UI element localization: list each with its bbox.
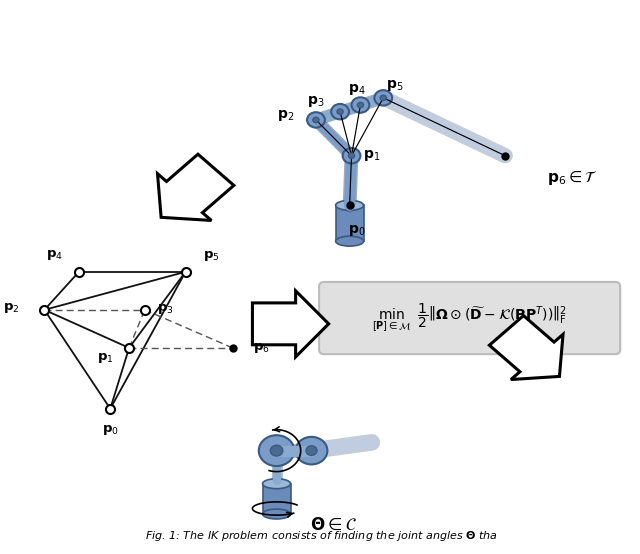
Text: $\underset{[\mathbf{P}]\in\mathcal{M}}{\min}$$\;\;\dfrac{1}{2}\left\|\boldsymbol: $\underset{[\mathbf{P}]\in\mathcal{M}}{\… [372,302,567,335]
Circle shape [351,98,369,112]
Polygon shape [490,316,563,379]
Circle shape [270,445,283,456]
Polygon shape [252,291,329,357]
Ellipse shape [262,509,291,519]
Polygon shape [335,206,364,241]
Circle shape [307,112,325,127]
Polygon shape [157,154,234,220]
Circle shape [348,153,355,158]
Text: $\mathbf{p}_{0}$: $\mathbf{p}_{0}$ [348,223,366,238]
Text: $\mathbf{p}_{2}$: $\mathbf{p}_{2}$ [3,301,20,315]
Circle shape [313,117,319,122]
Ellipse shape [335,201,364,211]
Text: $\boldsymbol{\Theta} \in \mathcal{C}$: $\boldsymbol{\Theta} \in \mathcal{C}$ [310,516,357,534]
Circle shape [296,437,328,464]
Text: $\mathbf{p}_{1}$: $\mathbf{p}_{1}$ [97,351,113,365]
Circle shape [306,446,317,455]
Text: $\mathbf{p}_{3}$: $\mathbf{p}_{3}$ [307,94,324,109]
Text: $\mathbf{p}_{5}$: $\mathbf{p}_{5}$ [386,78,403,93]
Ellipse shape [262,479,291,489]
Text: $\mathbf{p}_{1}$: $\mathbf{p}_{1}$ [363,148,381,163]
Circle shape [259,435,294,466]
Text: Fig. 1: The IK problem consists of finding the joint angles $\boldsymbol{\Theta}: Fig. 1: The IK problem consists of findi… [145,529,497,543]
FancyBboxPatch shape [319,282,620,354]
Circle shape [342,148,360,163]
Text: $\mathbf{p}_{4}$: $\mathbf{p}_{4}$ [348,82,366,97]
Text: $\mathbf{p}_6 \in \mathcal{T}$: $\mathbf{p}_6 \in \mathcal{T}$ [547,169,597,187]
Text: $\mathbf{p}_{5}$: $\mathbf{p}_{5}$ [203,249,220,263]
Circle shape [374,90,392,106]
Text: $\mathbf{p}_{0}$: $\mathbf{p}_{0}$ [102,423,118,437]
Ellipse shape [335,236,364,246]
Text: $\mathbf{p}_{6}$: $\mathbf{p}_{6}$ [253,341,270,355]
Circle shape [337,109,343,114]
Circle shape [380,95,387,101]
Text: $\mathbf{p}_{3}$: $\mathbf{p}_{3}$ [157,302,173,316]
Text: $\mathbf{p}_{4}$: $\mathbf{p}_{4}$ [46,248,63,262]
Circle shape [357,102,364,107]
Text: $\mathbf{p}_{2}$: $\mathbf{p}_{2}$ [277,108,294,123]
Polygon shape [262,484,291,514]
Circle shape [331,104,349,119]
